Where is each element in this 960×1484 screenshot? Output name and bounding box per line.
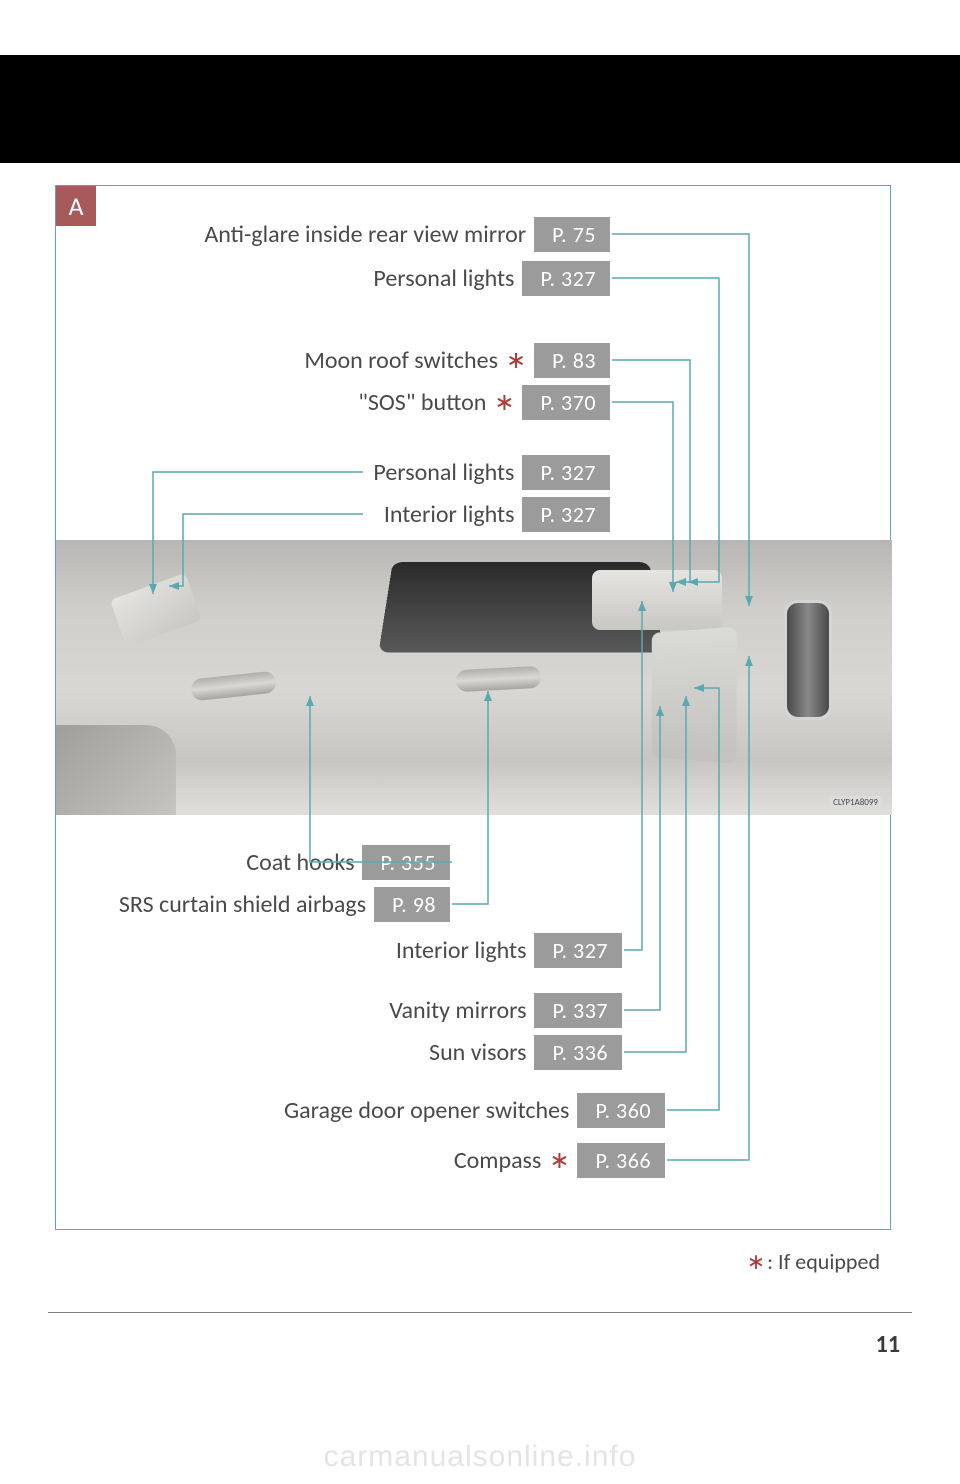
page-ref: P. 83 — [534, 343, 610, 378]
page-ref: P. 98 — [374, 887, 450, 922]
callout-label: Personal lights — [373, 458, 522, 487]
page-ref: P. 355 — [362, 845, 450, 880]
callout-label: Garage door opener switches — [284, 1096, 578, 1125]
callout-personal-lights-front: Personal lights P. 327 — [373, 262, 610, 294]
page-ref: P. 366 — [577, 1143, 665, 1178]
callout-compass: Compass ∗ P. 366 — [454, 1144, 665, 1176]
callout-personal-lights-rear: Personal lights P. 327 — [373, 456, 610, 488]
callout-label: Anti-glare inside rear view mirror — [204, 220, 534, 249]
section-marker: A — [56, 186, 96, 226]
callout-label: "SOS" button — [358, 388, 494, 417]
asterisk-icon: ∗ — [506, 346, 534, 375]
ceiling-photo: CLYP1A8099 — [56, 540, 892, 815]
top-black-band — [0, 55, 960, 163]
callout-sos-button: "SOS" button ∗ P. 370 — [358, 386, 610, 418]
page-ref: P. 370 — [522, 385, 610, 420]
page-ref: P. 337 — [534, 993, 622, 1028]
callout-label: Sun visors — [429, 1038, 534, 1067]
callout-interior-lights-bottom: Interior lights P. 327 — [396, 934, 622, 966]
callout-srs-airbags: SRS curtain shield airbags P. 98 — [119, 888, 450, 920]
diagram-panel: A CLYP1A8099 Anti-glare inside rear view… — [55, 185, 891, 1230]
callout-vanity-mirrors: Vanity mirrors P. 337 — [389, 994, 622, 1026]
callout-garage-opener: Garage door opener switches P. 360 — [284, 1094, 665, 1126]
callout-label: Moon roof switches — [304, 346, 506, 375]
callout-label: Compass — [454, 1146, 550, 1175]
callout-label: Interior lights — [396, 936, 535, 965]
footer-rule — [48, 1312, 912, 1313]
photo-id-label: CLYP1A8099 — [829, 796, 882, 809]
asterisk-icon: ∗ — [549, 1146, 577, 1175]
callout-label: Vanity mirrors — [389, 996, 534, 1025]
callout-moonroof-switches: Moon roof switches ∗ P. 83 — [304, 344, 610, 376]
page-ref: P. 336 — [534, 1035, 622, 1070]
page-ref: P. 327 — [522, 497, 610, 532]
footnote-if-equipped: ∗: If equipped — [747, 1248, 880, 1275]
callout-label: SRS curtain shield airbags — [119, 890, 374, 919]
watermark: carmanualsonline.info — [0, 1440, 960, 1474]
page-ref: P. 327 — [522, 261, 610, 296]
footnote-text: : If equipped — [767, 1248, 880, 1275]
callout-label: Personal lights — [373, 264, 522, 293]
page-ref: P. 327 — [522, 455, 610, 490]
asterisk-icon: ∗ — [747, 1248, 767, 1275]
callout-coat-hooks: Coat hooks P. 355 — [246, 846, 450, 878]
callout-sun-visors: Sun visors P. 336 — [429, 1036, 622, 1068]
page-ref: P. 75 — [534, 217, 610, 252]
callout-label: Interior lights — [384, 500, 523, 529]
callout-interior-lights-top: Interior lights P. 327 — [384, 498, 610, 530]
page-ref: P. 360 — [577, 1093, 665, 1128]
callout-label: Coat hooks — [246, 848, 362, 877]
asterisk-icon: ∗ — [494, 388, 522, 417]
callout-anti-glare-mirror: Anti-glare inside rear view mirror P. 75 — [204, 218, 610, 250]
page-ref: P. 327 — [534, 933, 622, 968]
page-number: 11 — [876, 1330, 900, 1359]
